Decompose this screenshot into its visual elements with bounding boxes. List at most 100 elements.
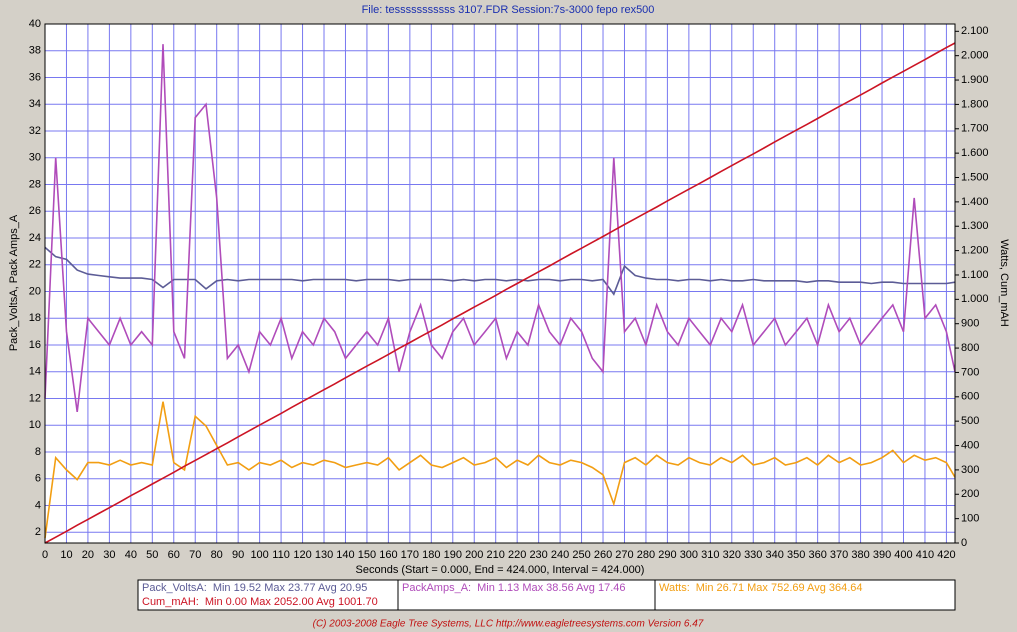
legend-box — [397, 579, 656, 611]
y2-tick-label: 1.500 — [961, 171, 989, 183]
x-tick-label: 250 — [572, 549, 590, 561]
y2-tick-label: 1.300 — [961, 220, 989, 232]
x-tick-label: 290 — [658, 549, 676, 561]
x-tick-label: 70 — [189, 549, 201, 561]
y-tick-label: 32 — [29, 125, 41, 137]
x-tick-label: 310 — [701, 549, 719, 561]
legend-summary: Min 1.13 Max 38.56 Avg 17.46 — [477, 582, 625, 594]
y-tick-label: 16 — [29, 339, 41, 351]
legend-summary: Min 19.52 Max 23.77 Avg 20.95 — [213, 582, 368, 594]
legend-box — [137, 579, 399, 611]
y2-tick-label: 1.000 — [961, 293, 989, 305]
x-tick-label: 270 — [615, 549, 633, 561]
y-tick-label: 10 — [29, 419, 41, 431]
legend-label: Watts: — [659, 582, 690, 594]
plot-area — [44, 23, 956, 544]
x-tick-label: 360 — [808, 549, 826, 561]
x-tick-label: 340 — [766, 549, 784, 561]
x-tick-label: 10 — [60, 549, 72, 561]
x-tick-label: 280 — [637, 549, 655, 561]
y2-tick-label: 400 — [961, 439, 979, 451]
x-tick-label: 40 — [125, 549, 137, 561]
y2-tick-label: 1.700 — [961, 123, 989, 135]
y-tick-label: 28 — [29, 178, 41, 190]
y-tick-label: 6 — [35, 473, 41, 485]
x-tick-label: 120 — [293, 549, 311, 561]
x-tick-label: 140 — [336, 549, 354, 561]
x-tick-label: 260 — [594, 549, 612, 561]
x-tick-label: 420 — [937, 549, 955, 561]
y-tick-label: 36 — [29, 71, 41, 83]
series-line — [44, 401, 956, 539]
x-tick-label: 150 — [358, 549, 376, 561]
x-tick-label: 180 — [422, 549, 440, 561]
y2-tick-label: 1.900 — [961, 74, 989, 86]
y2-axis-label: Watts, Cum_mAH — [998, 239, 1010, 327]
x-tick-label: 30 — [103, 549, 115, 561]
x-tick-label: 60 — [168, 549, 180, 561]
x-tick-label: 300 — [680, 549, 698, 561]
y-tick-label: 2 — [35, 526, 41, 538]
x-tick-label: 210 — [487, 549, 505, 561]
y2-tick-label: 0 — [961, 537, 967, 549]
y-tick-label: 38 — [29, 45, 41, 57]
y2-tick-label: 100 — [961, 513, 979, 525]
y-tick-label: 34 — [29, 98, 41, 110]
y2-tick-label: 1.600 — [961, 147, 989, 159]
legend-label: PackAmps_A: — [402, 582, 471, 594]
y2-tick-label: 2.000 — [961, 50, 989, 62]
x-axis-label: Seconds (Start = 0.000, End = 424.000, I… — [356, 564, 645, 576]
chart-title: File: tesssssssssss 3107.FDR Session:7s-… — [362, 4, 655, 16]
series-line — [44, 246, 956, 296]
y2-tick-label: 1.100 — [961, 269, 989, 281]
legend-box — [654, 579, 956, 611]
x-tick-label: 240 — [551, 549, 569, 561]
y2-tick-label: 800 — [961, 342, 979, 354]
x-tick-label: 370 — [830, 549, 848, 561]
x-tick-label: 80 — [211, 549, 223, 561]
x-tick-label: 130 — [315, 549, 333, 561]
y2-tick-label: 500 — [961, 415, 979, 427]
series-line — [44, 42, 956, 544]
y2-tick-label: 200 — [961, 488, 979, 500]
y-tick-label: 24 — [29, 232, 41, 244]
x-tick-label: 160 — [379, 549, 397, 561]
x-tick-label: 330 — [744, 549, 762, 561]
y-tick-label: 30 — [29, 152, 41, 164]
x-tick-label: 90 — [232, 549, 244, 561]
x-tick-label: 100 — [250, 549, 268, 561]
y-tick-label: 12 — [29, 392, 41, 404]
y2-tick-label: 900 — [961, 318, 979, 330]
x-tick-label: 0 — [42, 549, 48, 561]
plot-border — [44, 23, 956, 544]
y2-tick-label: 700 — [961, 366, 979, 378]
x-tick-label: 170 — [401, 549, 419, 561]
x-tick-label: 350 — [787, 549, 805, 561]
x-tick-label: 200 — [465, 549, 483, 561]
x-tick-label: 110 — [272, 549, 290, 561]
y-tick-label: 20 — [29, 285, 41, 297]
x-tick-label: 390 — [873, 549, 891, 561]
legend-summary: Min 26.71 Max 752.69 Avg 364.64 — [696, 582, 863, 594]
y-tick-label: 22 — [29, 259, 41, 271]
y2-tick-label: 1.400 — [961, 196, 989, 208]
series-line — [44, 44, 956, 413]
y-tick-label: 18 — [29, 312, 41, 324]
y2-tick-label: 600 — [961, 391, 979, 403]
y-tick-label: 40 — [29, 18, 41, 30]
x-tick-label: 230 — [529, 549, 547, 561]
x-tick-label: 190 — [444, 549, 462, 561]
footer: (C) 2003-2008 Eagle Tree Systems, LLC ht… — [313, 619, 704, 630]
x-tick-label: 320 — [723, 549, 741, 561]
x-tick-label: 400 — [894, 549, 912, 561]
x-tick-label: 20 — [82, 549, 94, 561]
y-tick-label: 26 — [29, 205, 41, 217]
legend-summary: Min 0.00 Max 2052.00 Avg 1001.70 — [205, 596, 378, 608]
x-tick-label: 220 — [508, 549, 526, 561]
y-tick-label: 4 — [35, 499, 41, 511]
x-tick-label: 50 — [146, 549, 158, 561]
y2-tick-label: 1.800 — [961, 98, 989, 110]
y2-tick-label: 2.100 — [961, 25, 989, 37]
y2-tick-label: 300 — [961, 464, 979, 476]
